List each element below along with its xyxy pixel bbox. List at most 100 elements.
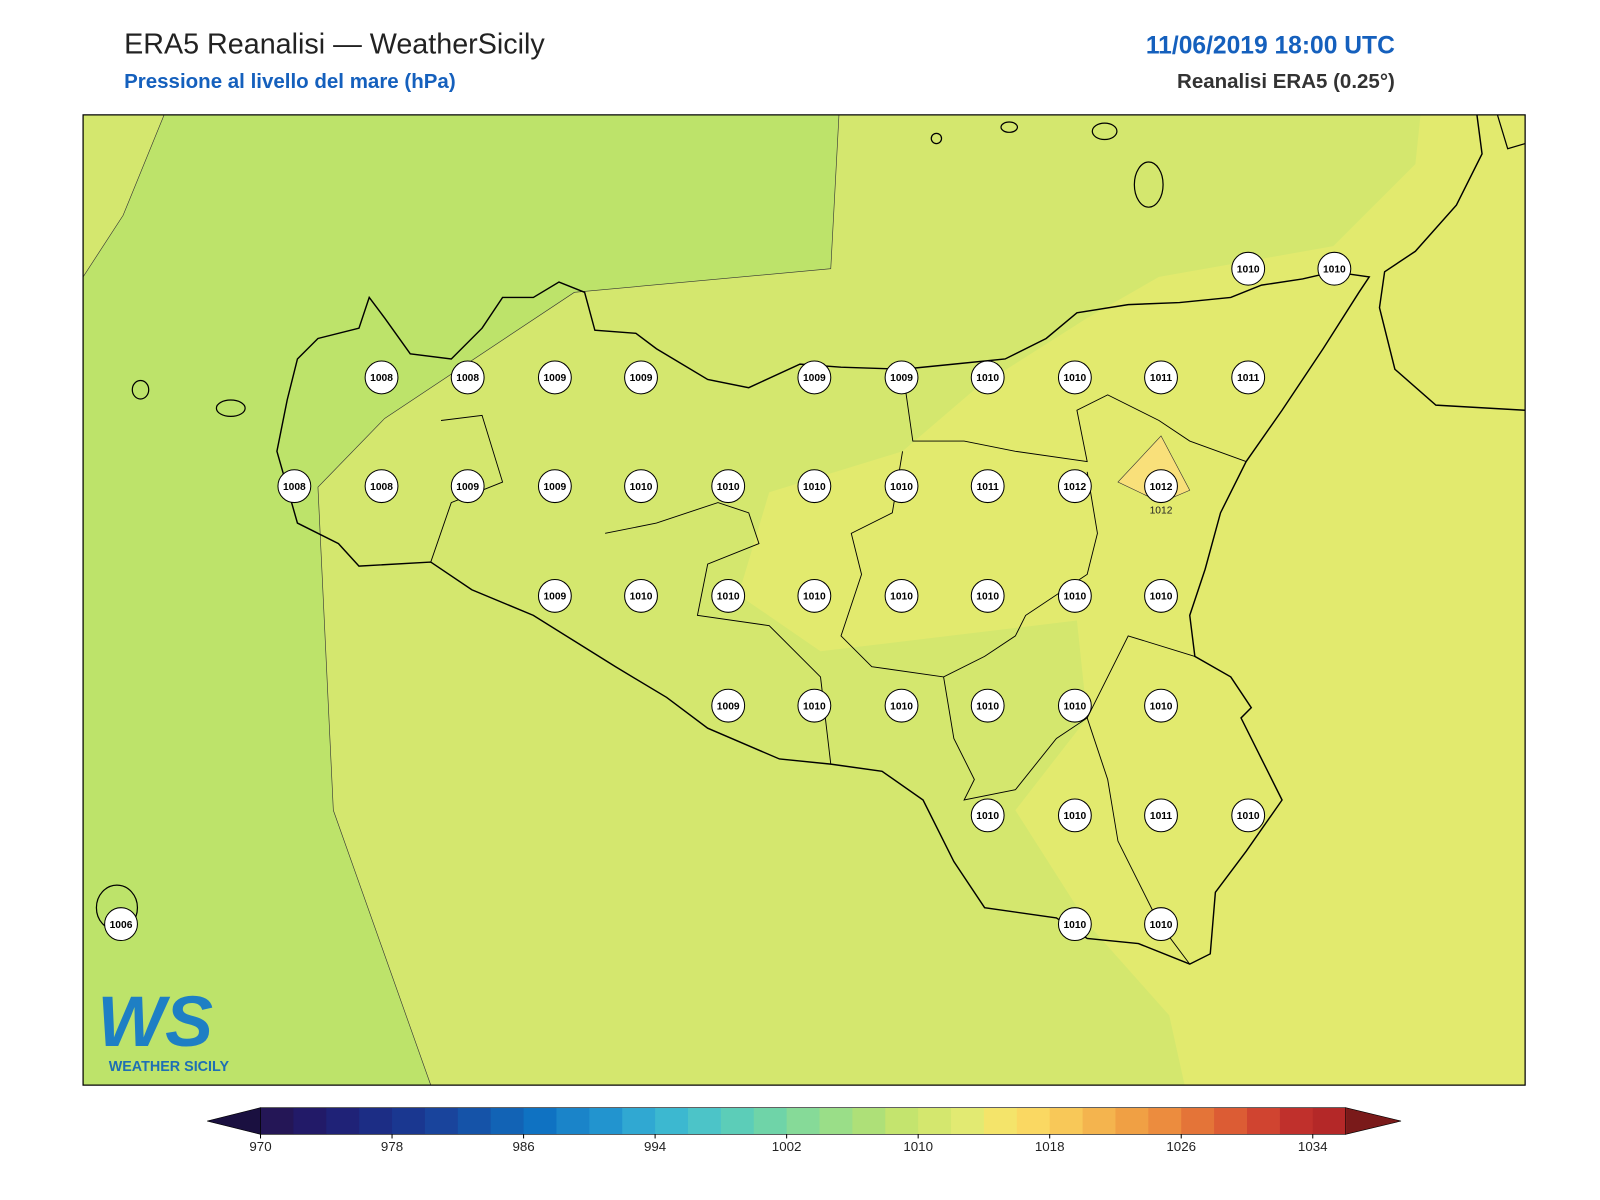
subtitle: Pressione al livello del mare (hPa) <box>124 70 456 93</box>
station-marker <box>970 798 1005 833</box>
colorbar-tick-label: 994 <box>644 1139 667 1154</box>
station-marker <box>1231 251 1266 286</box>
colorbar-segment <box>457 1107 492 1135</box>
station-value: 1010 <box>976 701 999 712</box>
island <box>1091 122 1118 141</box>
station-marker <box>364 360 399 395</box>
field-1010 <box>738 114 1526 1086</box>
station-value: 1010 <box>1237 264 1260 275</box>
station-marker <box>1057 907 1092 942</box>
station-marker <box>711 469 746 504</box>
station-value: 1008 <box>283 482 306 493</box>
station-marker <box>1057 469 1092 504</box>
colorbar-extend-low <box>207 1107 261 1135</box>
colorbar-segment <box>424 1107 459 1135</box>
station-marker <box>1231 360 1266 395</box>
map-frame <box>82 114 1526 1086</box>
station-marker <box>537 469 572 504</box>
colorbar-segment <box>556 1107 590 1135</box>
station-marker <box>1144 578 1178 613</box>
colorbar-segment <box>753 1107 788 1135</box>
island <box>1000 121 1019 133</box>
station-marker <box>970 469 1005 504</box>
title: ERA5 Reanalisi — WeatherSicily <box>124 28 545 60</box>
station-marker <box>1057 688 1092 723</box>
colorbar-segment <box>852 1107 886 1135</box>
map: 1010 1010 1008 1008 1009 1009 1009 1009 1010 1010… <box>83 114 1526 1086</box>
colorbar-segment <box>1082 1107 1116 1135</box>
station-marker <box>1057 798 1092 833</box>
station-value: 1010 <box>803 482 826 493</box>
station-marker <box>884 360 919 395</box>
logo-mark: WS <box>97 982 213 1062</box>
contour-label: 1012 <box>1150 505 1173 516</box>
station-value: 1008 <box>370 482 393 493</box>
station-value: 1009 <box>543 373 566 384</box>
colorbar-segment <box>293 1107 327 1135</box>
station-marker <box>1144 360 1178 395</box>
station-value: 1010 <box>1150 920 1173 931</box>
colorbar-tick-label: 978 <box>381 1139 403 1154</box>
colorbar: 970 978 986 994 1002 1010 1018 1026 1034 <box>207 1107 1402 1154</box>
colorbar-segment <box>1246 1107 1281 1135</box>
colorbar-segment <box>589 1107 623 1135</box>
station-value: 1011 <box>977 482 1000 493</box>
station-value: 1010 <box>976 373 999 384</box>
colorbar-tick-label: 1026 <box>1166 1139 1196 1154</box>
colorbar-tick-label: 1018 <box>1035 1139 1065 1154</box>
station-value: 1009 <box>717 701 740 712</box>
station-marker <box>797 469 832 504</box>
station-value: 1009 <box>456 482 479 493</box>
station-value: 1010 <box>803 701 826 712</box>
island <box>1133 161 1164 208</box>
colorbar-tick-label: 970 <box>249 1139 271 1154</box>
station-value: 1010 <box>1237 811 1260 822</box>
colorbar-segment <box>1181 1107 1215 1135</box>
station-marker <box>1057 578 1092 613</box>
station-marker <box>970 688 1005 723</box>
colorbar-tick-label: 1034 <box>1298 1139 1328 1154</box>
field-1008-nw <box>83 114 165 278</box>
colorbar-segment <box>951 1107 985 1135</box>
station-marker <box>1144 907 1178 942</box>
station-value: 1010 <box>803 592 826 603</box>
station-value: 1011 <box>1237 373 1260 384</box>
colorbar-segment <box>1115 1107 1149 1135</box>
colorbar-segment <box>490 1107 525 1135</box>
island <box>131 379 150 400</box>
logo: WS WEATHER SICILY <box>97 982 229 1075</box>
station-value: 1010 <box>890 701 913 712</box>
station-marker <box>450 469 485 504</box>
station-value: 1012 <box>1150 482 1173 493</box>
island <box>930 132 943 145</box>
station-value: 1009 <box>890 373 913 384</box>
station-value: 1010 <box>1323 264 1346 275</box>
province-border <box>605 502 832 765</box>
province-border <box>943 635 1196 801</box>
station-value: 1010 <box>1063 701 1086 712</box>
colorbar-segment <box>1148 1107 1182 1135</box>
colorbar-segment <box>523 1107 557 1135</box>
station-value: 1010 <box>1150 701 1173 712</box>
station-marker <box>624 578 658 613</box>
station-marker <box>1057 360 1092 395</box>
station-marker <box>364 469 399 504</box>
station-value: 1010 <box>976 811 999 822</box>
stations: 1010 1010 1008 1008 1009 1009 1009 1009 1010 1010… <box>104 251 1352 942</box>
colorbar-segment <box>720 1107 755 1135</box>
colorbar-tick-label: 986 <box>512 1139 534 1154</box>
station-marker <box>797 360 832 395</box>
station-marker <box>797 688 832 723</box>
colorbar-segment <box>983 1107 1018 1135</box>
colorbar-segment <box>1312 1107 1347 1135</box>
station-value: 1009 <box>630 373 653 384</box>
colorbar-tick-label: 1010 <box>903 1139 933 1154</box>
colorbar-segment <box>326 1107 360 1135</box>
station-marker <box>1144 798 1178 833</box>
station-value: 1008 <box>456 373 479 384</box>
colorbar-frame <box>260 1107 1346 1135</box>
station-marker <box>1144 469 1178 504</box>
colorbar-segment <box>392 1107 426 1135</box>
station-value: 1010 <box>1150 592 1173 603</box>
